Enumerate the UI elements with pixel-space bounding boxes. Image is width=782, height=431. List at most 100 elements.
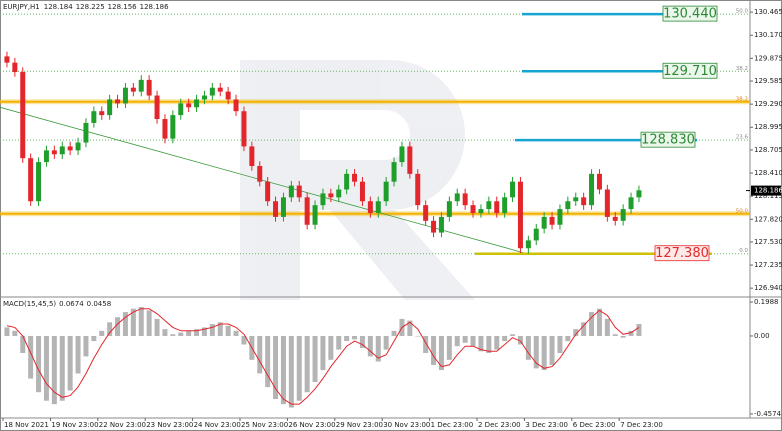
macd-bar — [225, 325, 231, 336]
candle-body — [573, 197, 579, 202]
macd-bar — [352, 335, 358, 340]
level-label: 38.2 — [736, 66, 748, 72]
macd-bar — [130, 308, 136, 336]
macd-bar — [83, 335, 89, 357]
candle-body — [604, 189, 610, 217]
candle-body — [510, 181, 516, 198]
candle-body — [20, 72, 26, 159]
candle-body — [130, 87, 136, 92]
x-tick-label: 30 Nov 23:00 — [383, 421, 430, 429]
candle-body — [51, 150, 57, 155]
y-tick-label: 128.705 — [754, 146, 782, 154]
macd-bar — [486, 335, 492, 354]
candle-body — [241, 111, 247, 147]
watermark-leg — [330, 210, 475, 300]
macd-bar — [336, 335, 342, 350]
macd-bar — [20, 335, 26, 354]
macd-bar — [265, 335, 271, 388]
macd-bar — [573, 329, 579, 336]
macd-bar — [510, 334, 516, 336]
candle-body — [67, 146, 73, 151]
macd-bar — [91, 335, 97, 342]
macd-bar — [67, 335, 73, 391]
macd-bar — [383, 335, 389, 350]
macd-bar — [478, 335, 484, 352]
macd-bar — [201, 327, 207, 336]
target-label: 130.440 — [663, 7, 717, 22]
candle-body — [233, 99, 239, 112]
candle-body — [517, 181, 523, 249]
candle-body — [612, 216, 618, 221]
macd-header: MACD(15,45,5) 0.0674 0.0458 — [3, 300, 111, 308]
macd-bar — [557, 335, 563, 354]
candle-body — [502, 197, 508, 213]
candle-body — [336, 189, 342, 198]
macd-bar — [454, 335, 460, 347]
macd-signal-line — [6, 308, 640, 405]
level-label: 38.2 — [736, 96, 748, 102]
macd-bar — [344, 335, 350, 342]
candle-body — [620, 209, 626, 221]
macd-bar — [470, 335, 476, 347]
candle-body — [201, 95, 207, 100]
candle-body — [265, 181, 271, 202]
candle-body — [170, 115, 176, 139]
candle-body — [304, 197, 310, 225]
candle-body — [122, 87, 128, 104]
macd-bar — [4, 327, 10, 336]
macd-bar — [367, 335, 373, 357]
candle-body — [486, 201, 492, 210]
y-tick-label: 128.410 — [754, 169, 782, 177]
macd-bar — [517, 335, 523, 345]
macd-bar — [494, 335, 500, 350]
macd-bar — [241, 335, 247, 345]
candle-body — [462, 193, 468, 206]
candle-body — [407, 146, 413, 174]
x-tick-label: 29 Nov 23:00 — [336, 421, 383, 429]
macd-y-tick-label: -0.4574 — [754, 410, 782, 418]
macd-bar — [589, 312, 595, 336]
y-tick-label: 128.115 — [754, 192, 782, 200]
candle-body — [209, 87, 215, 96]
candle-body — [478, 209, 484, 213]
candle-body — [107, 99, 113, 116]
target-label: 128.830 — [641, 133, 695, 148]
candle-body — [12, 62, 18, 73]
target-box — [662, 62, 718, 79]
macd-value: 0.0674 — [59, 300, 84, 308]
macd-bar — [296, 335, 302, 401]
y-tick-label: 129.875 — [754, 54, 782, 62]
macd-bar — [288, 335, 294, 408]
macd-bar — [217, 322, 223, 336]
candle-body — [438, 216, 444, 233]
candle-body — [541, 216, 547, 229]
macd-bar — [446, 335, 452, 360]
macd-bar — [359, 335, 365, 348]
macd-bar — [533, 335, 539, 369]
level-label: 50.0 — [736, 208, 749, 214]
target-box — [654, 245, 710, 262]
y-tick-label: 129.290 — [754, 100, 782, 108]
macd-bar — [209, 324, 215, 336]
watermark-bowl — [300, 60, 465, 210]
macd-bar — [36, 335, 42, 393]
candle-body — [4, 56, 10, 63]
macd-bar — [541, 335, 547, 371]
macd-bar — [115, 317, 121, 336]
candle-body — [399, 146, 405, 163]
candle-body — [138, 79, 144, 92]
macd-title: MACD(15,45,5) — [3, 300, 56, 308]
macd-bar — [415, 335, 421, 337]
macd-bar — [431, 335, 437, 365]
macd-bar — [273, 335, 279, 400]
candle-body — [328, 193, 334, 198]
candle-body — [352, 173, 358, 182]
macd-bar — [28, 335, 34, 379]
macd-bar — [565, 335, 571, 342]
macd-bar — [636, 324, 642, 336]
candle-body — [470, 205, 476, 213]
candle-body — [146, 79, 152, 96]
bar-open: 128.184 — [44, 3, 73, 11]
candle-body — [589, 173, 595, 206]
